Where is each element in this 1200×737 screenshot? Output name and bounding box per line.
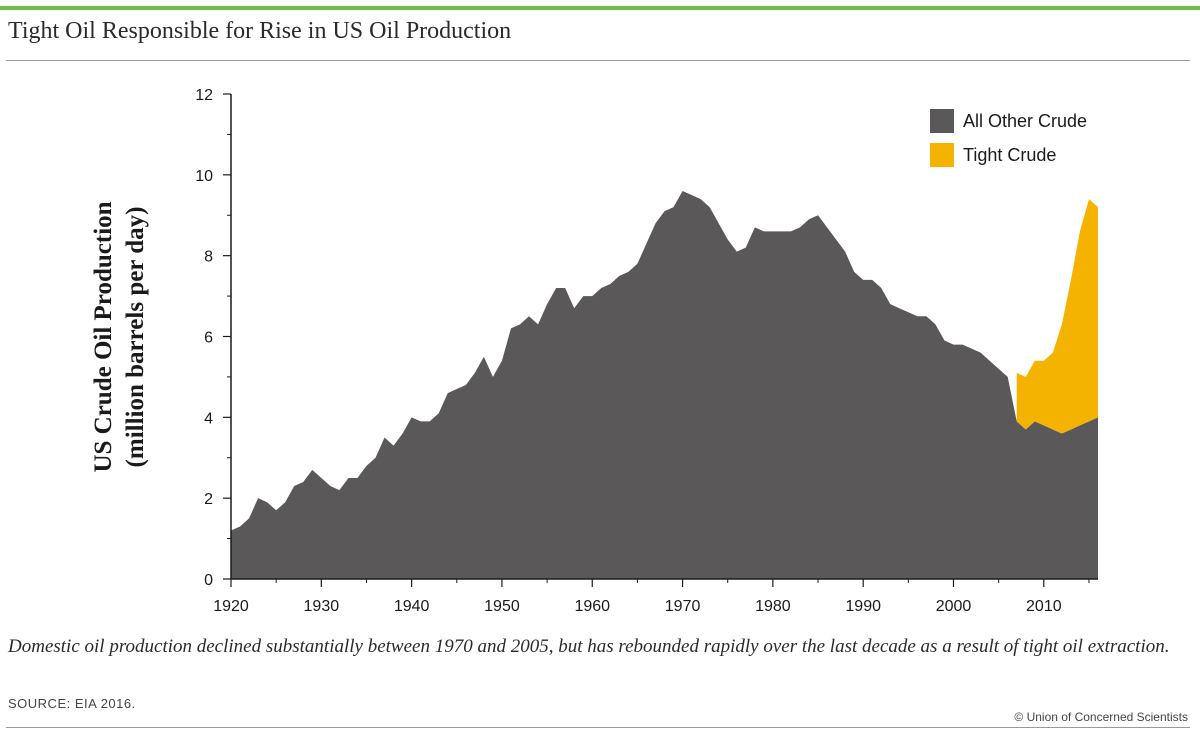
series-area-tight-crude (1016, 199, 1098, 434)
x-tick-label: 2000 (936, 598, 972, 615)
x-tick-label: 1980 (755, 598, 791, 615)
y-axis-subtitle: (million barrels per day) (122, 207, 149, 468)
accent-bar (0, 6, 1200, 10)
y-tick-label: 12 (195, 87, 213, 104)
series-area-all-other-crude (231, 191, 1098, 579)
title-divider (6, 60, 1190, 61)
y-tick-label: 6 (204, 330, 213, 347)
y-tick-label: 0 (204, 572, 213, 589)
copyright-credit: © Union of Concerned Scientists (1014, 710, 1188, 724)
source-note: SOURCE: EIA 2016. (8, 696, 136, 711)
y-axis-title: US Crude Oil Production (90, 201, 117, 472)
x-tick-label: 1970 (665, 598, 701, 615)
legend-swatch (930, 109, 954, 133)
chart-caption: Domestic oil production declined substan… (8, 636, 1170, 657)
chart-title: Tight Oil Responsible for Rise in US Oil… (8, 18, 512, 44)
legend-label: Tight Crude (963, 145, 1056, 165)
x-tick-label: 1930 (304, 598, 340, 615)
x-tick-label: 1950 (484, 598, 520, 615)
y-tick-label: 4 (204, 410, 213, 427)
x-tick-label: 1960 (574, 598, 610, 615)
bottom-divider (6, 727, 1190, 728)
legend-swatch (930, 143, 954, 167)
x-tick-label: 1940 (394, 598, 430, 615)
y-tick-label: 10 (195, 168, 213, 185)
x-tick-label: 2010 (1026, 598, 1062, 615)
y-tick-label: 8 (204, 249, 213, 266)
y-tick-label: 2 (204, 491, 213, 508)
x-tick-label: 1920 (213, 598, 249, 615)
legend-label: All Other Crude (963, 111, 1087, 131)
x-tick-label: 1990 (845, 598, 881, 615)
